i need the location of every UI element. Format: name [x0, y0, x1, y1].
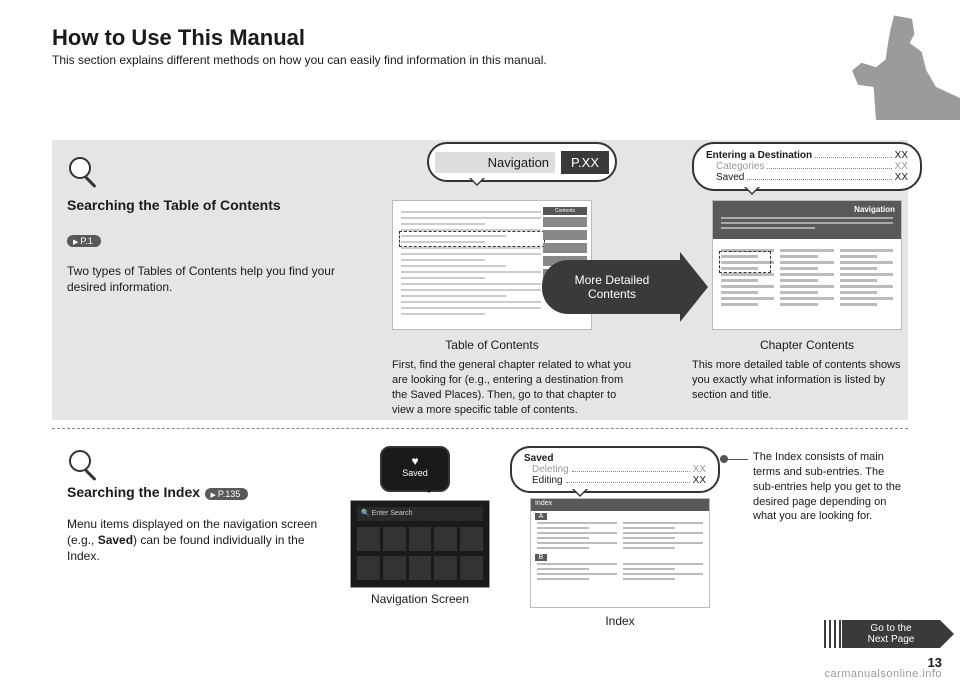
body-bold: Saved [98, 533, 133, 547]
heart-icon: ♥ [382, 454, 448, 468]
index-letter-b: B [535, 554, 547, 561]
entry-r1-page: XX [895, 150, 908, 161]
arrow-head-icon [680, 252, 708, 322]
saved-callout-bubble: ♥ Saved [380, 446, 450, 492]
next-page-label: Go to the Next Page [868, 623, 915, 645]
entry-r2-page: XX [895, 161, 908, 172]
navigation-callout-bubble: Navigation P.XX [427, 142, 617, 182]
saved-r1-label: Deleting [524, 464, 569, 475]
toc-desc: First, find the general chapter related … [392, 358, 632, 417]
entry-r1-label: Entering a Destination [706, 150, 812, 161]
saved-r2-page: XX [693, 475, 706, 486]
section2-body: Menu items displayed on the navigation s… [67, 516, 332, 565]
section-toc-panel: Searching the Table of Contents P.1 Two … [52, 140, 908, 420]
magnifier-icon [67, 155, 103, 191]
page-ref-badge: P.135 [205, 488, 249, 500]
chapter-caption: Chapter Contents [747, 338, 867, 352]
nav-screen-caption: Navigation Screen [355, 592, 485, 606]
chapter-thumb-header: Navigation [854, 205, 895, 214]
toc-caption: Table of Contents [432, 338, 552, 352]
section2-text: Searching the Index P.135 Menu items dis… [67, 448, 332, 565]
saved-title: Saved [524, 453, 553, 464]
entry-r3-page: XX [895, 172, 908, 183]
saved-bubble-label: Saved [402, 468, 428, 478]
chapter-highlight-box [719, 251, 771, 273]
watermark: carmanualsonline.info [824, 668, 942, 680]
nav-bubble-label: Navigation [435, 152, 555, 173]
entry-r3-label: Saved [706, 172, 744, 183]
index-thumbnail: Index A B [530, 498, 710, 608]
nav-bubble-page: P.XX [561, 151, 609, 174]
page-ref-badge: P.1 [67, 235, 101, 247]
section1-text: Searching the Table of Contents P.1 Two … [67, 155, 347, 295]
index-caption: Index [585, 614, 655, 628]
index-letter-a: A [535, 513, 547, 520]
leader-dot-icon [720, 455, 728, 463]
page-title: How to Use This Manual [0, 0, 960, 53]
chapter-desc: This more detailed table of contents sho… [692, 358, 902, 403]
entry-callout-bubble: Entering a Destination XX Categories XX Sa… [692, 142, 922, 191]
section1-heading: Searching the Table of Contents [67, 197, 347, 213]
magnifier-icon [67, 448, 103, 484]
section2-heading: Searching the Index [67, 484, 200, 500]
section-divider [52, 428, 908, 429]
arrow-label: More Detailed Contents [575, 273, 650, 302]
saved-r1-page: XX [693, 464, 706, 475]
toc-highlight-box [399, 231, 545, 247]
section2-right-desc: The Index consists of main terms and sub… [753, 450, 908, 524]
section1-body: Two types of Tables of Contents help you… [67, 263, 347, 295]
index-thumb-header: Index [531, 499, 709, 511]
nav-screen-search: 🔍 Enter Search [357, 507, 483, 521]
chapter-thumbnail: Navigation [712, 200, 902, 330]
toc-sidebar-header: Contents [543, 207, 587, 215]
next-page-button[interactable]: Go to the Next Page [842, 620, 940, 648]
more-detailed-arrow: More Detailed Contents [542, 260, 682, 314]
entry-r2-label: Categories [706, 161, 764, 172]
nav-screen-thumbnail: 🔍 Enter Search [350, 500, 490, 588]
saved-index-bubble: Saved Deleting XX Editing XX [510, 446, 720, 493]
saved-r2-label: Editing [524, 475, 563, 486]
page-subtitle: This section explains different methods … [0, 53, 960, 67]
